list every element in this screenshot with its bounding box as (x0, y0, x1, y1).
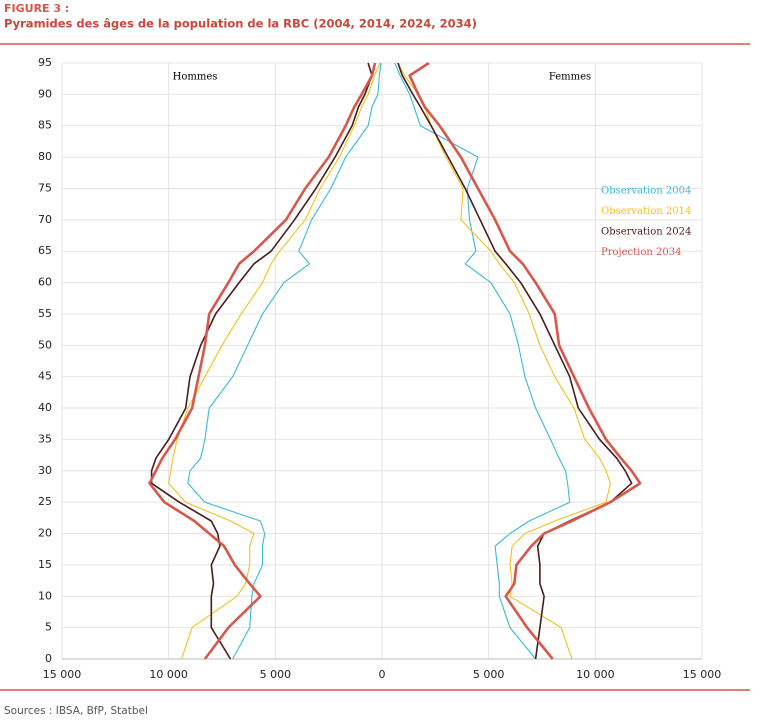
series-line (148, 62, 377, 660)
y-tick-label: 5 (45, 621, 52, 634)
y-tick-label: 90 (38, 87, 52, 100)
y-tick-label: 60 (38, 276, 52, 289)
figure-label: FIGURE 3 : (4, 2, 69, 15)
y-tick-label: 70 (38, 213, 52, 226)
y-tick-label: 20 (38, 527, 52, 540)
x-tick-label: 15 000 (683, 668, 722, 681)
series-line (187, 62, 382, 660)
legend-entry: Observation 2014 (601, 206, 691, 217)
series-line (408, 61, 642, 660)
source: Sources : IBSA, BfP, Statbel (4, 705, 148, 717)
x-tick-label: 5 000 (260, 668, 292, 681)
legend-entry: Observation 2024 (601, 227, 691, 238)
y-tick-label: 95 (38, 56, 52, 69)
series-line (397, 62, 611, 660)
legend-entry: Observation 2004 (601, 186, 691, 197)
series-line (394, 62, 571, 660)
chart-title: Pyramides des âges de la population de l… (4, 17, 477, 31)
panel-label: Femmes (549, 72, 591, 83)
y-tick-label: 25 (38, 495, 52, 508)
y-tick-label: 85 (38, 119, 52, 132)
y-tick-label: 10 (38, 589, 52, 602)
series-line (397, 62, 633, 660)
y-tick-label: 40 (38, 401, 52, 414)
y-tick-label: 75 (38, 181, 52, 194)
y-tick-label: 80 (38, 150, 52, 163)
y-tick-label: 0 (45, 652, 52, 665)
series-line (150, 62, 373, 660)
y-tick-label: 35 (38, 432, 52, 445)
legend-entry: Projection 2034 (601, 247, 681, 258)
panel-label: Hommes (173, 72, 218, 83)
x-tick-label: 10 000 (576, 668, 615, 681)
y-tick-label: 45 (38, 370, 52, 383)
y-tick-label: 30 (38, 464, 52, 477)
y-tick-label: 15 (38, 558, 52, 571)
x-tick-label: 5 000 (473, 668, 505, 681)
y-tick-label: 50 (38, 338, 52, 351)
y-tick-label: 55 (38, 307, 52, 320)
x-tick-label: 15 000 (43, 668, 82, 681)
x-tick-label: 0 (379, 668, 386, 681)
y-tick-label: 65 (38, 244, 52, 257)
x-tick-label: 10 000 (149, 668, 188, 681)
